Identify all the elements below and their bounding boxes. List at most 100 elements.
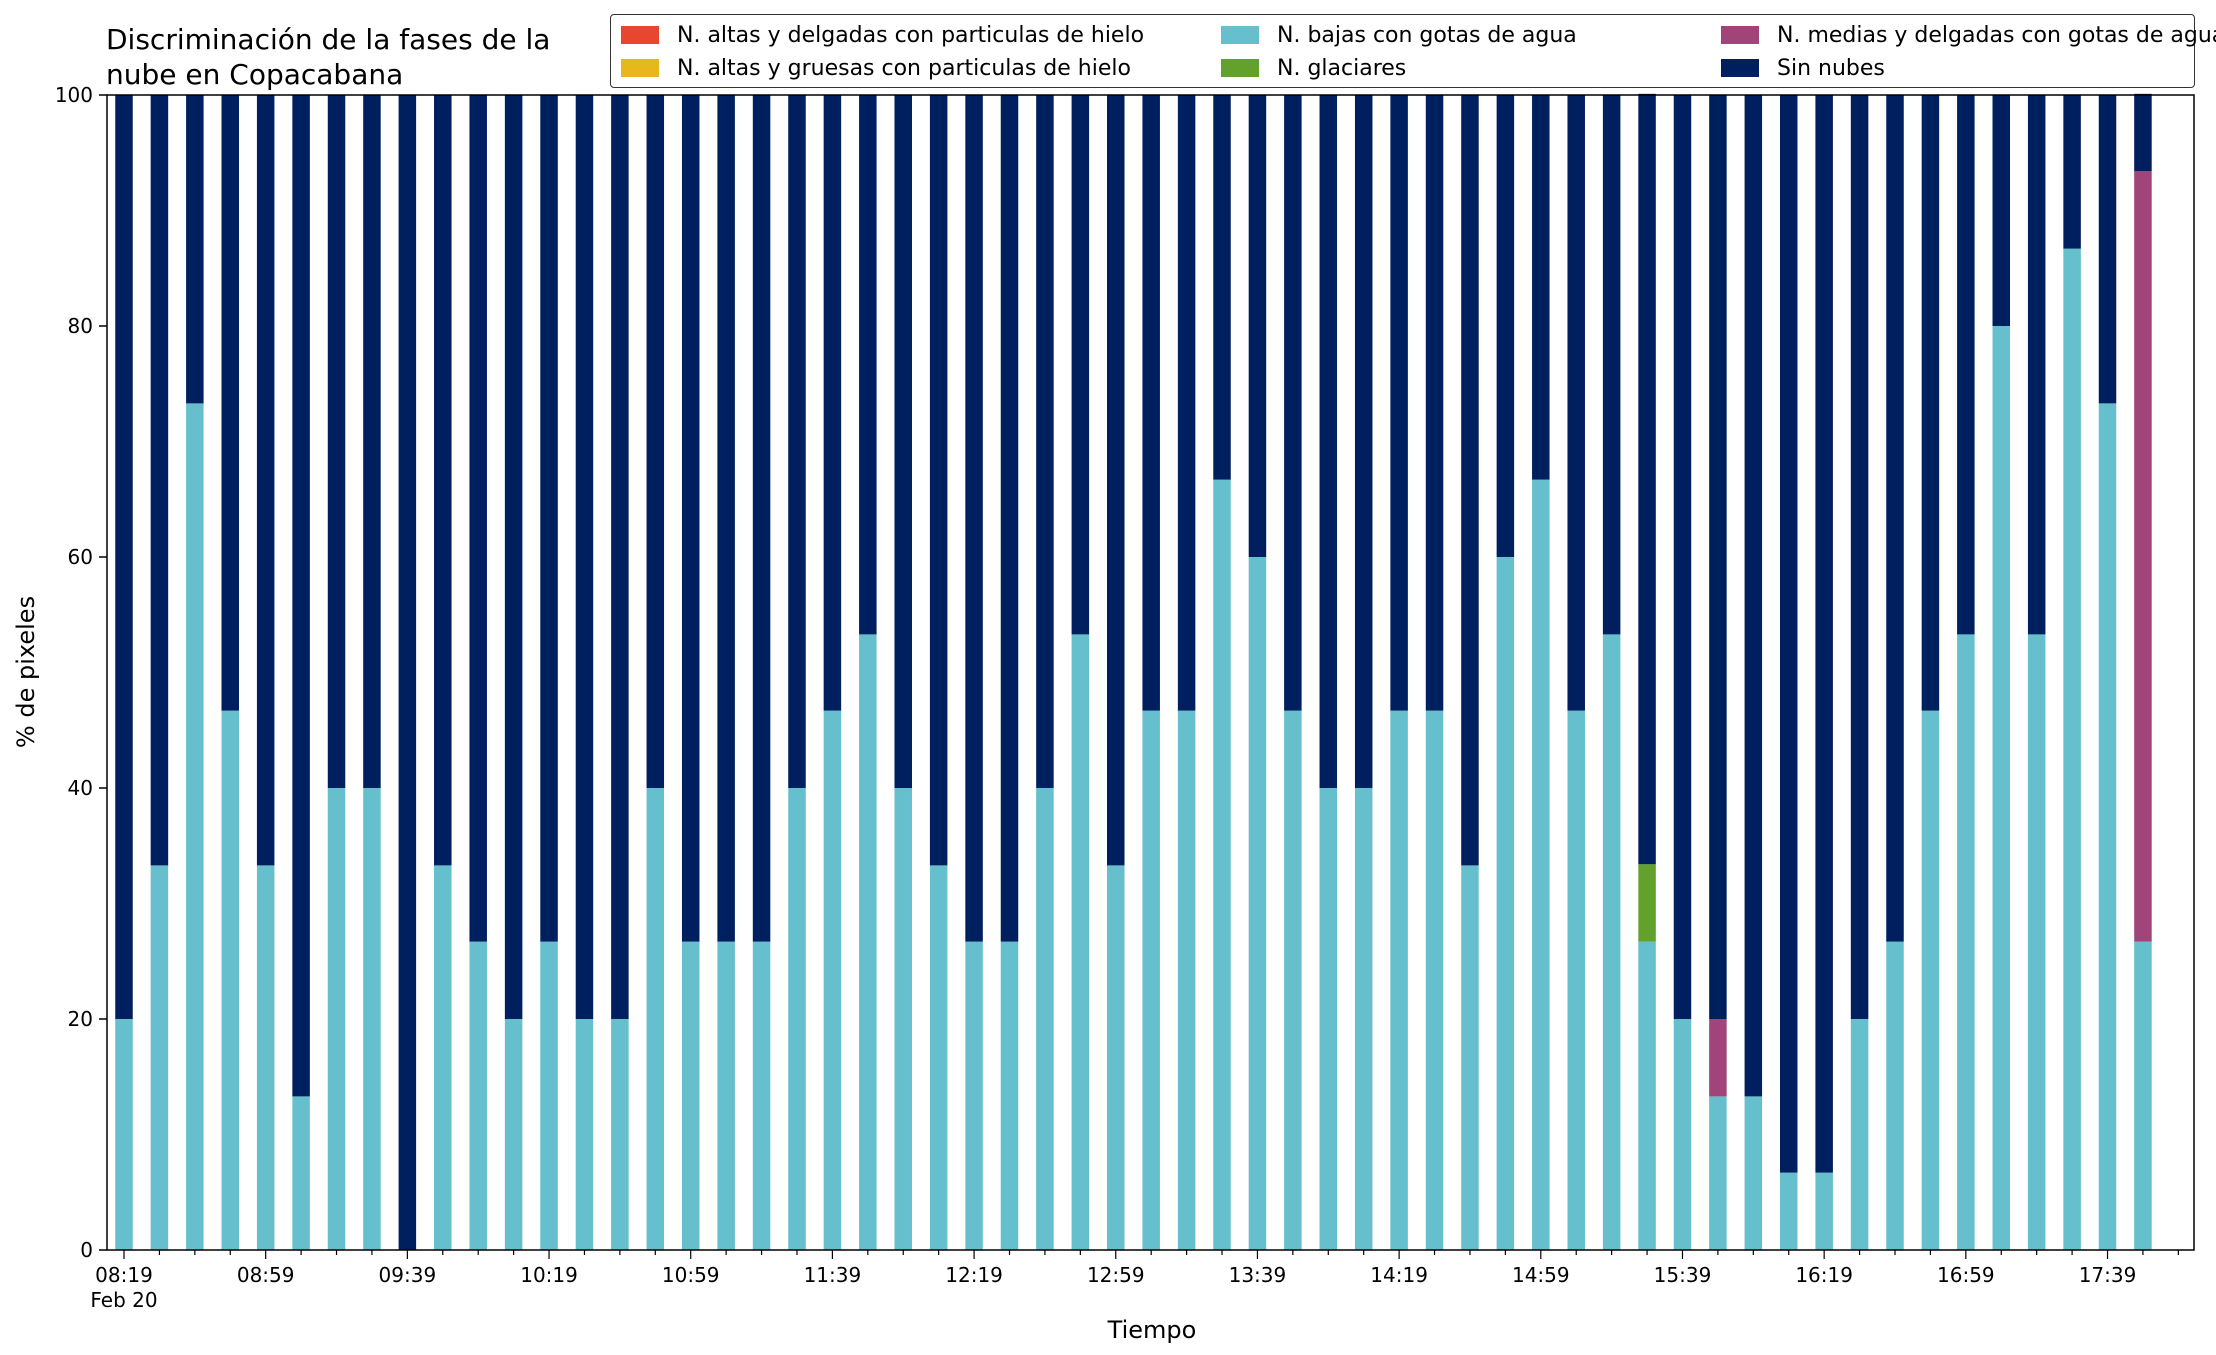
x-tick-label: 14:59: [1512, 1263, 1570, 1287]
bar-segment: [256, 95, 275, 866]
bar-segment: [1036, 95, 1054, 788]
bar-segment: [929, 865, 948, 1250]
bar-segment: [717, 941, 735, 1250]
bar-segment: [965, 95, 983, 942]
bar-segment: [540, 941, 558, 1250]
bar-segment: [292, 1096, 310, 1250]
y-tick-label: 0: [80, 1238, 93, 1262]
bar-segment: [575, 95, 594, 1019]
bar-segment: [965, 941, 983, 1250]
bar-segment: [1213, 479, 1231, 1250]
chart-title-line: nube en Copacabana: [106, 58, 404, 91]
legend-item: Sin nubes: [1721, 51, 1885, 85]
bar-segment: [1354, 788, 1373, 1250]
bar-segment: [1567, 95, 1585, 711]
x-tick-label: 08:19: [95, 1263, 153, 1287]
x-tick-label: 12:59: [1087, 1263, 1145, 1287]
bar-segment: [292, 95, 310, 1097]
legend-swatch: [1221, 59, 1259, 77]
bar-segment: [469, 95, 487, 942]
bar-segment: [1602, 95, 1621, 635]
bar-segment: [1071, 634, 1090, 1250]
bar-segment: [717, 95, 735, 942]
bar-segment: [788, 95, 806, 788]
x-tick-label: 16:59: [1937, 1263, 1995, 1287]
bar-segment: [1142, 95, 1160, 711]
bar-segment: [2027, 95, 2046, 635]
x-tick-label: 12:19: [945, 1263, 1003, 1287]
bar-segment: [1496, 557, 1515, 1250]
x-tick-label: 11:39: [804, 1263, 862, 1287]
legend-item: N. medias y delgadas con gotas de agua: [1721, 18, 2216, 52]
bar-segment: [1107, 865, 1125, 1250]
legend-item: N. glaciares: [1221, 51, 1406, 85]
bar-segment: [2098, 95, 2117, 404]
x-tick-sublabel: Feb 20: [90, 1288, 157, 1312]
bar-segment: [115, 1019, 133, 1250]
bar-segment: [1673, 95, 1692, 1019]
bar-segment: [1107, 95, 1125, 866]
bar-segment: [611, 95, 629, 1019]
bar-segment: [1248, 95, 1267, 557]
legend-label: N. medias y delgadas con gotas de agua: [1777, 22, 2216, 48]
chart-title: Discriminación de la fases de la nube en …: [106, 22, 626, 92]
bar-segment: [1567, 710, 1585, 1250]
bar-segment: [1815, 1172, 1833, 1250]
bar-segment: [1532, 479, 1550, 1250]
bar-segment: [1602, 634, 1621, 1250]
legend-label: Sin nubes: [1777, 55, 1885, 81]
bar-segment: [1177, 95, 1196, 711]
x-tick-label: 13:39: [1229, 1263, 1287, 1287]
legend-label: N. altas y delgadas con particulas de hi…: [677, 22, 1145, 48]
bar-segment: [1425, 710, 1444, 1250]
legend-label: N. altas y gruesas con particulas de hie…: [677, 55, 1131, 81]
bar-segment: [1071, 95, 1090, 635]
bar-segment: [646, 788, 665, 1250]
bar-segment: [398, 95, 417, 1250]
bar-segment: [469, 941, 487, 1250]
bar-segment: [894, 788, 912, 1250]
y-tick-label: 100: [55, 83, 93, 107]
bar-segment: [929, 95, 948, 866]
bar-segment: [150, 95, 169, 866]
x-tick-label: 08:59: [237, 1263, 295, 1287]
bar-segment: [327, 95, 346, 788]
bar-segment: [575, 1019, 594, 1250]
bar-segment: [504, 1019, 523, 1250]
bar-segment: [1425, 95, 1444, 711]
y-axis-label: % de pixeles: [12, 596, 40, 748]
bar-segment: [1319, 788, 1338, 1250]
bar-segment: [788, 788, 806, 1250]
y-tick-label: 20: [68, 1007, 93, 1031]
x-tick-label: 09:39: [379, 1263, 437, 1287]
bar-segment: [434, 865, 452, 1250]
bar-segment: [2134, 171, 2152, 942]
bar-segment: [504, 95, 523, 1019]
bar-segment: [2134, 93, 2152, 172]
bar-segment: [1992, 95, 2011, 326]
bar-segment: [859, 634, 877, 1250]
bar-segment: [1673, 1019, 1692, 1250]
bar-segment: [1036, 788, 1054, 1250]
bar-segment: [1177, 710, 1196, 1250]
bar-segment: [1142, 710, 1160, 1250]
bar-segment: [1957, 95, 1975, 635]
bar-segment: [1709, 1096, 1727, 1250]
bar-segment: [1213, 95, 1231, 480]
bar-segment: [1284, 95, 1302, 711]
x-tick-label: 10:19: [520, 1263, 578, 1287]
bar-segment: [1390, 710, 1408, 1250]
bar-segment: [1638, 864, 1656, 942]
bar-segment: [1638, 93, 1656, 865]
bar-segment: [1000, 95, 1019, 942]
x-tick-label: 15:39: [1654, 1263, 1712, 1287]
legend-label: N. bajas con gotas de agua: [1277, 22, 1577, 48]
y-axis: 0 20 40 60 80 100: [55, 83, 107, 1262]
bar-segment: [363, 788, 381, 1250]
plot-frame: [106, 94, 2195, 1251]
bar-segment: [540, 95, 558, 942]
bar-segment: [681, 95, 700, 942]
bar-segment: [1886, 95, 1904, 942]
bar-segment: [1779, 95, 1798, 1173]
bar-segment: [1461, 865, 1479, 1250]
